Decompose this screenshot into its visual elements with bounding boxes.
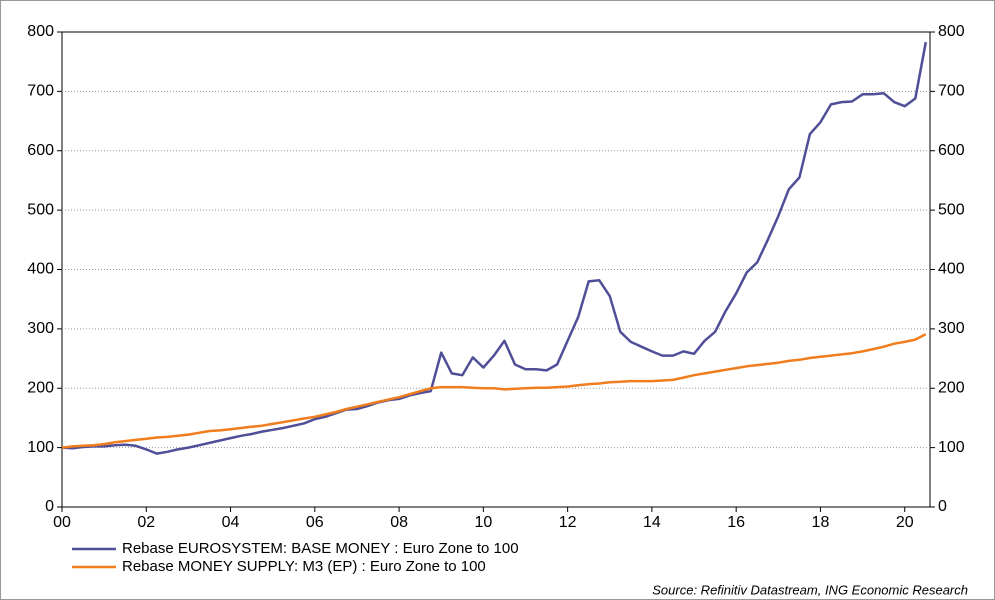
y-tick-label: 800 [27,23,54,40]
source: Source: Refinitiv Datastream, ING Econom… [652,582,968,597]
y2-tick-label: 400 [938,261,965,278]
y2-tick-label: 100 [938,439,965,456]
y2-tick-label: 300 [938,320,965,337]
x-tick-label: 20 [896,514,914,531]
x-tick-label: 04 [222,514,240,531]
x-tick-label: 10 [474,514,492,531]
x-tick-label: 02 [137,514,155,531]
x-tick-label: 18 [812,514,830,531]
y2-tick-label: 700 [938,83,965,100]
y-tick-label: 700 [27,83,54,100]
y2-tick-label: 800 [938,23,965,40]
legend-label: Rebase MONEY SUPPLY: M3 (EP) : Euro Zone… [122,558,486,575]
series-line [61,41,928,455]
y2-tick-label: 0 [938,498,947,515]
y-tick-label: 500 [27,201,54,218]
x-tick-label: 06 [306,514,324,531]
x-tick-label: 12 [559,514,577,531]
y2-tick-label: 500 [938,201,965,218]
y-tick-label: 100 [27,439,54,456]
x-tick-label: 08 [390,514,408,531]
series-line [61,333,927,449]
y-tick-label: 0 [45,498,54,515]
y-tick-label: 300 [27,320,54,337]
legend-label: Rebase EUROSYSTEM: BASE MONEY : Euro Zon… [122,540,519,557]
x-tick-label: 16 [727,514,745,531]
x-tick-label: 00 [53,514,71,531]
y-tick-label: 200 [27,379,54,396]
y2-tick-label: 200 [938,379,965,396]
x-tick-label: 14 [643,514,661,531]
y2-tick-label: 600 [938,142,965,159]
y-tick-label: 400 [27,261,54,278]
y-tick-label: 600 [27,142,54,159]
